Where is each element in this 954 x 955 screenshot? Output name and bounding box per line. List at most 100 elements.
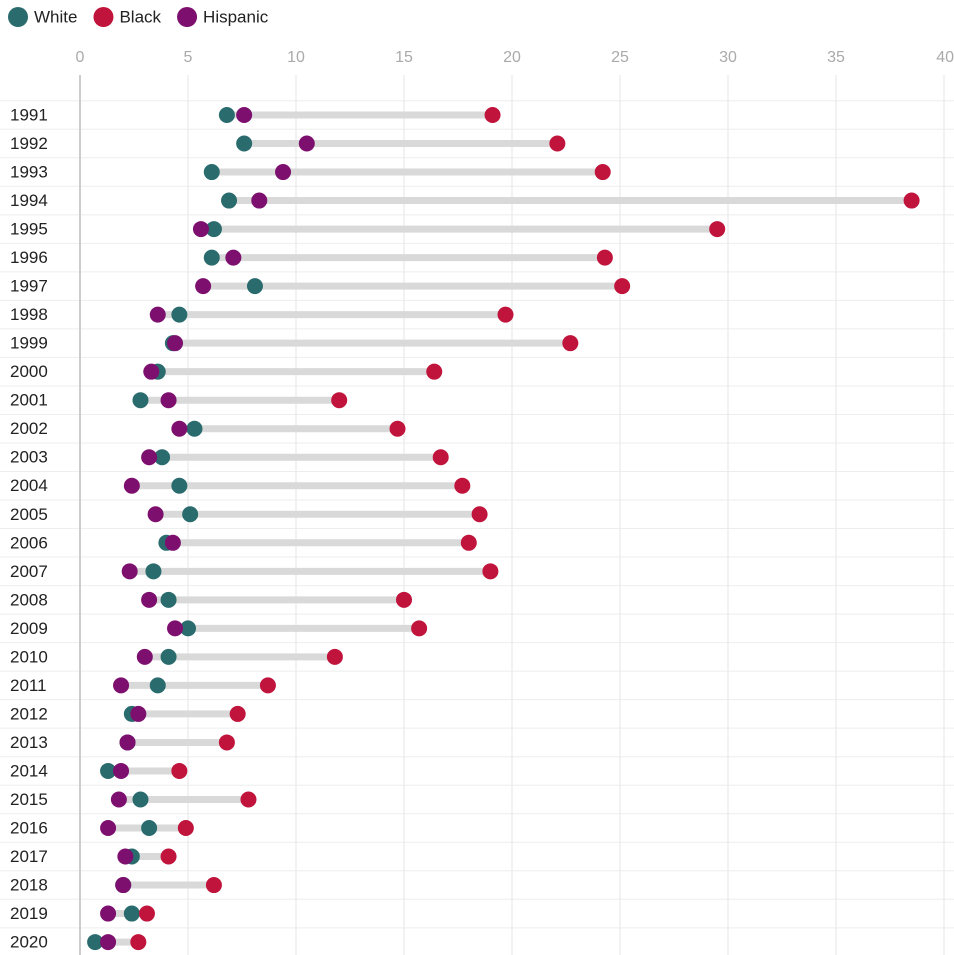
y-tick-label: 2009 <box>10 619 48 638</box>
y-tick-label: 2011 <box>10 676 47 695</box>
x-tick-label: 5 <box>184 49 193 66</box>
legend-swatch <box>93 7 114 27</box>
dot <box>326 648 343 665</box>
dot <box>167 335 184 352</box>
dot <box>259 677 276 694</box>
dot <box>240 791 257 808</box>
dot <box>903 192 920 209</box>
dot <box>141 820 158 836</box>
dot <box>132 791 149 808</box>
dot <box>562 335 579 352</box>
dot <box>182 506 199 523</box>
y-tick-label: 1998 <box>10 305 48 324</box>
dot <box>132 392 149 409</box>
y-tick-label: 1999 <box>10 334 48 353</box>
dot <box>160 648 177 665</box>
dot <box>246 278 263 295</box>
dot <box>205 877 222 894</box>
dot <box>123 477 140 494</box>
x-tick-label: 30 <box>719 49 737 66</box>
dot <box>205 221 222 238</box>
dot <box>229 705 246 722</box>
y-tick-label: 1997 <box>10 277 48 296</box>
x-tick-label: 10 <box>287 49 305 66</box>
dot <box>177 820 194 836</box>
dot <box>100 820 117 836</box>
dot <box>195 278 212 295</box>
dot <box>171 420 188 437</box>
dot <box>186 420 203 437</box>
dot <box>160 848 177 865</box>
y-tick-label: 2007 <box>10 562 48 581</box>
dot <box>171 477 188 494</box>
dot <box>454 477 471 494</box>
dot <box>218 107 235 123</box>
dot <box>149 677 166 694</box>
y-tick-label: 1992 <box>10 134 48 153</box>
dot <box>138 905 155 922</box>
x-tick-label: 25 <box>611 49 629 66</box>
dot <box>411 620 428 637</box>
dot <box>149 306 166 323</box>
dot <box>141 591 158 608</box>
dot <box>426 363 443 380</box>
dot <box>160 392 177 409</box>
y-tick-label: 2015 <box>10 790 48 809</box>
dot <box>121 563 138 580</box>
dot <box>192 221 209 238</box>
x-tick-label: 35 <box>827 49 845 66</box>
dot <box>484 107 501 123</box>
dot <box>396 591 412 608</box>
dot <box>549 135 566 152</box>
y-tick-label: 2003 <box>10 448 48 467</box>
dot <box>119 734 136 751</box>
dot <box>432 449 449 466</box>
dot <box>596 249 613 266</box>
y-tick-label: 2005 <box>10 505 48 524</box>
dot <box>203 249 220 266</box>
legend-label: White <box>34 7 77 26</box>
dot <box>143 363 160 380</box>
dot <box>164 534 181 551</box>
dot <box>147 506 164 523</box>
dot <box>171 762 188 779</box>
y-tick-label: 2004 <box>10 476 48 495</box>
dot <box>460 534 477 551</box>
dot <box>171 306 188 323</box>
legend-label: Black <box>119 7 161 26</box>
dot <box>117 848 134 865</box>
legend-swatch <box>177 7 198 27</box>
dot <box>145 563 162 580</box>
dot <box>115 877 132 894</box>
y-tick-label: 1994 <box>10 191 48 210</box>
y-tick-label: 1996 <box>10 248 48 267</box>
dot <box>482 563 499 580</box>
dot <box>614 278 631 295</box>
x-tick-label: 20 <box>503 49 521 66</box>
y-tick-label: 2014 <box>10 761 48 780</box>
y-tick-label: 2017 <box>10 847 48 866</box>
y-tick-label: 2019 <box>10 904 48 923</box>
x-tick-label: 15 <box>395 49 413 66</box>
legend-swatch <box>8 7 28 27</box>
dot <box>110 791 127 808</box>
y-tick-label: 1995 <box>10 220 48 239</box>
y-tick-label: 2013 <box>10 733 48 752</box>
x-tick-label: 40 <box>936 49 954 66</box>
y-tick-label: 2001 <box>10 391 48 410</box>
dot <box>331 392 348 409</box>
dot <box>167 620 184 637</box>
x-tick-label: 0 <box>76 49 85 66</box>
dot <box>225 249 242 266</box>
y-tick-label: 2000 <box>10 362 48 381</box>
dot <box>154 449 171 466</box>
dot <box>141 449 158 466</box>
y-tick-label: 2006 <box>10 533 48 552</box>
dot <box>100 934 117 951</box>
dot <box>160 591 177 608</box>
dot <box>236 107 253 123</box>
dot <box>130 705 147 722</box>
dot <box>218 734 235 751</box>
dot <box>203 164 220 181</box>
dot <box>100 762 117 779</box>
